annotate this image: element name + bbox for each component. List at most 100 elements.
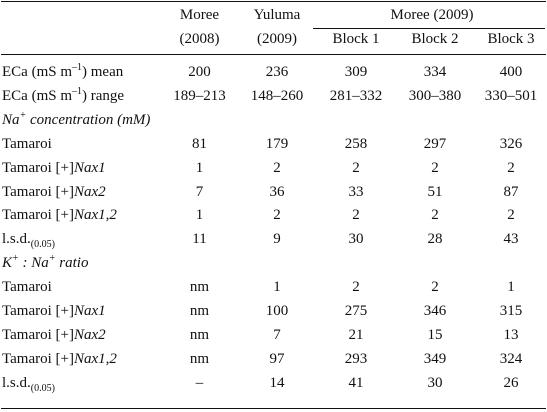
eca-range-row: ECa (mS m–1) range 189–213 148–260 281–3… [0,85,547,109]
header-cell: (2008) [179,31,220,47]
value-cell: nm [189,326,210,343]
k-section-body: Tamaroi nm 1 2 2 1 Tamaroi [+]Nax1 nm 100 275 346 3… [0,276,547,396]
value-cell: 2 [507,159,515,176]
value-cell: 41 [348,374,364,391]
value-cell: 189–213 [173,87,226,104]
value-cell: 297 [423,135,447,152]
value-cell: 2 [431,159,439,176]
value-cell: 2 [273,207,281,224]
value-cell: 21 [348,326,364,343]
value-cell: 26 [503,374,519,391]
value-cell: 326 [499,135,523,152]
value-cell: 334 [423,64,447,80]
value-cell: 7 [273,326,281,343]
top-rule [1,1,546,3]
value-cell: 7 [195,183,204,200]
eca-mean-row: ECa (mS m–1) mean 200 236 309 334 400 [0,61,547,85]
value-cell: 281–332 [329,87,383,104]
header-cell: Moree [179,7,220,23]
row-label: ECa (mS m–1) mean [2,62,124,81]
k-section-title-row: K+ : Na+ ratio [0,252,547,276]
value-cell: 14 [269,374,285,391]
header-cell: Block 1 [332,31,380,47]
value-cell: 28 [427,231,443,248]
value-cell: 2 [431,279,439,296]
value-cell: 293 [344,350,368,367]
value-cell: 2 [273,159,281,176]
value-cell: 148–260 [250,87,304,104]
row-label: Tamaroi [2,279,52,296]
header-row-1: Moree Yuluma Moree (2009) [0,3,547,27]
header-cell [0,3,162,27]
header-row-2: (2008) (2009) Block 1 Block 2 Block 3 [0,27,547,51]
value-cell: 100 [265,303,289,320]
section-title: K+ : Na+ ratio [2,253,89,272]
table-row: Tamaroi [+]Nax1,2 1 2 2 2 2 [0,204,547,228]
value-cell: nm [189,303,210,320]
row-label: ECa (mS m–1) range [2,85,125,104]
value-cell: 11 [192,231,207,248]
row-label: l.s.d.(0.05) [2,231,55,251]
row-label: Tamaroi [+]Nax1,2 [2,207,117,224]
value-cell: 1 [195,159,204,176]
header-cell: Block 2 [411,31,459,47]
value-cell: 346 [423,303,447,320]
table-row: Tamaroi [+]Nax1 nm 100 275 346 315 [0,300,547,324]
value-cell: 2 [352,207,360,224]
value-cell: 330–501 [484,87,538,104]
value-cell: 179 [265,135,289,152]
value-cell: 87 [503,183,519,200]
value-cell: 2 [352,279,360,296]
header-cell: (2009) [257,31,297,47]
value-cell: nm [189,279,210,296]
row-label: Tamaroi [+]Nax2 [2,326,106,343]
value-cell: nm [189,350,210,367]
row-label: Tamaroi [+]Nax1 [2,303,106,320]
header-cell: Block 3 [487,31,535,47]
table-row: Tamaroi [+]Nax2 7 36 33 51 87 [0,181,547,205]
value-cell: 324 [499,350,523,367]
value-cell: 315 [499,303,523,320]
value-cell: 2 [507,207,515,224]
value-cell: 15 [427,326,443,343]
value-cell: 400 [499,64,523,80]
value-cell: 81 [192,135,207,152]
header-rule [1,54,546,55]
value-cell: 1 [195,207,204,224]
value-cell: 258 [344,135,368,152]
value-cell: 1 [273,279,281,296]
value-cell: 1 [507,279,515,296]
value-cell: 51 [427,183,443,200]
value-cell: 309 [344,64,368,80]
value-cell: 200 [188,64,211,80]
value-cell: 33 [348,183,364,200]
value-cell: – [195,374,204,391]
value-cell: 9 [273,231,281,248]
lsd-row: l.s.d.(0.05) – 14 41 30 26 [0,372,547,396]
row-label: Tamaroi [2,135,52,152]
value-cell: 36 [269,183,285,200]
bottom-rule [1,408,546,410]
value-cell: 349 [423,350,447,367]
row-label: l.s.d.(0.05) [2,374,55,394]
value-cell: 43 [503,231,519,248]
value-cell: 300–380 [408,87,462,104]
header-cell: Yuluma [253,7,301,23]
table-row: Tamaroi nm 1 2 2 1 [0,276,547,300]
header-cell [0,27,162,51]
value-cell: 275 [344,303,368,320]
table-row: Tamaroi [+]Nax1,2 nm 97 293 349 324 [0,348,547,372]
table-row: Tamaroi [+]Nax1 1 2 2 2 2 [0,157,547,181]
value-cell: 30 [348,231,364,248]
table-row: Tamaroi [+]Nax2 nm 7 21 15 13 [0,324,547,348]
value-cell: 30 [427,374,443,391]
table-row: Tamaroi 81 179 258 297 326 [0,133,547,157]
value-cell: 2 [431,207,439,224]
value-cell: 97 [269,350,285,367]
value-cell: 13 [503,326,519,343]
row-label: Tamaroi [+]Nax1 [2,159,106,176]
value-cell: 2 [352,159,360,176]
header-cell-moree-2009: Moree (2009) [390,7,474,23]
results-table: Moree Yuluma Moree (2009) (2008) (2009) … [0,3,547,396]
